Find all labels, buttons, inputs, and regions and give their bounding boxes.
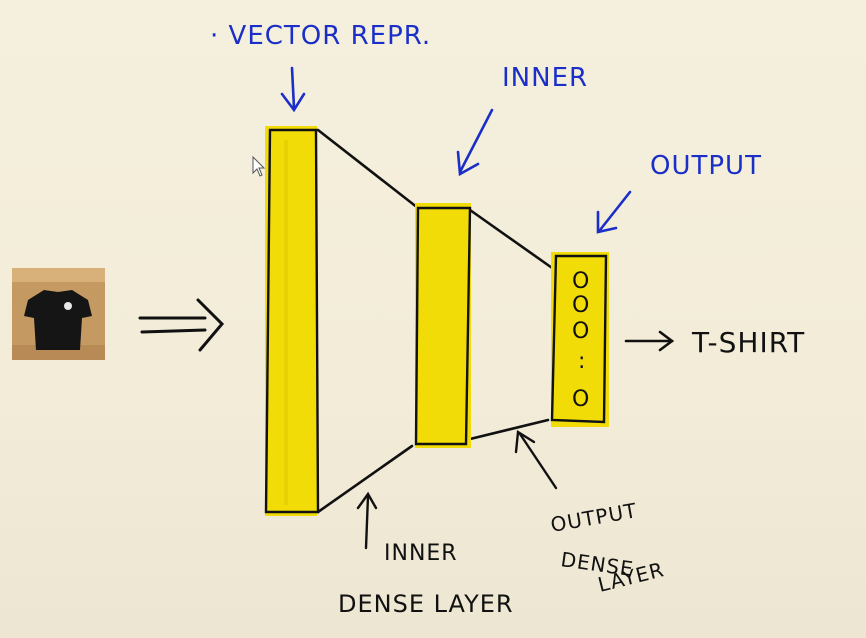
inner-dense-arrow: [356, 491, 378, 550]
output-neuron-dots: :: [578, 349, 586, 374]
input-arrow: [138, 298, 225, 352]
vector-repr-layer: [264, 126, 320, 516]
inner-label: INNER: [502, 63, 588, 93]
mouse-pointer-icon: [252, 155, 266, 177]
tshirt-arrow: [624, 330, 675, 352]
output-dense-label-line1: OUTPUT: [549, 498, 639, 537]
inner-dense-label-line1: INNER: [384, 541, 458, 566]
output-neuron-1: O: [572, 269, 590, 294]
vector-repr-arrow: [280, 66, 306, 113]
output-neurons: O O O : O: [572, 269, 590, 412]
output-neuron-2: O: [572, 293, 590, 318]
inner-dense-layer-block: [414, 203, 472, 448]
tshirt-photo: [12, 268, 105, 360]
tshirt-label: T-SHIRT: [691, 326, 805, 359]
connection-lines: [316, 128, 557, 514]
output-arrow: [596, 190, 632, 234]
inner-dense-label-line2: DENSE LAYER: [338, 590, 514, 618]
output-label: OUTPUT: [650, 151, 762, 181]
output-neuron-last: O: [572, 387, 590, 412]
output-neuron-3: O: [572, 319, 590, 344]
output-dense-arrow: [514, 429, 558, 490]
output-layer-block: [550, 252, 609, 427]
vector-repr-label: · VECTOR REPR.: [210, 21, 431, 51]
inner-arrow: [456, 108, 494, 177]
